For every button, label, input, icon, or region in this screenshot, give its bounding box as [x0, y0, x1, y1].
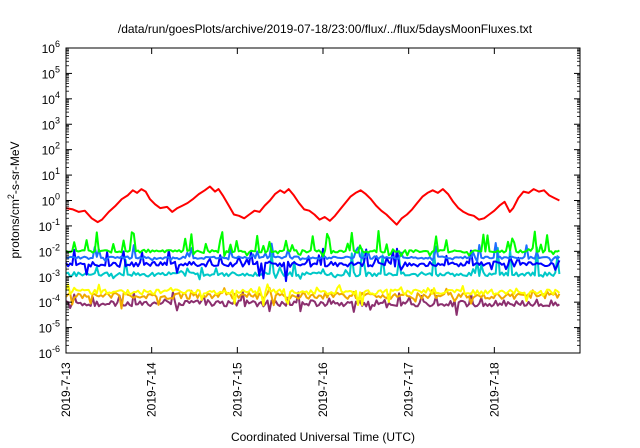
- y-tick-exponent: 4: [55, 90, 60, 100]
- x-axis: 2019-7-13 2019-7-14 2019-7-15 2019-7-16 2019…: [59, 48, 501, 417]
- y-tick-label: 102: [42, 141, 60, 158]
- y-tick-exponent: -3: [52, 268, 60, 278]
- y-axis-label-exponent: 2: [6, 194, 16, 199]
- y-tick-exponent: -4: [52, 293, 60, 303]
- series-line-red: [65, 185, 560, 226]
- x-tick-label: 2019-7-18: [487, 362, 501, 417]
- y-tick-base: 10: [42, 118, 56, 132]
- y-tick-exponent: 2: [55, 141, 60, 151]
- y-tick-base: 10: [42, 169, 56, 183]
- y-tick-base: 10: [39, 322, 53, 336]
- y-tick-base: 10: [42, 195, 56, 209]
- y-tick-label: 103: [42, 115, 60, 132]
- y-tick-label: 104: [42, 90, 60, 107]
- y-tick-label: 106: [42, 39, 60, 56]
- series-line-yellow: [65, 283, 561, 307]
- y-tick-label: 10-1: [39, 217, 60, 234]
- y-tick-base: 10: [39, 271, 53, 285]
- y-tick-exponent: 6: [55, 39, 60, 49]
- y-axis-label: protons/cm2-s-sr-MeV: [6, 141, 22, 258]
- y-axis-label-rest: -s-sr-MeV: [8, 141, 22, 194]
- y-tick-exponent: -6: [52, 344, 60, 354]
- series-line-purple: [65, 291, 560, 316]
- x-tick-label: 2019-7-14: [145, 362, 159, 417]
- y-tick-exponent: -2: [52, 242, 60, 252]
- series-layer: [65, 185, 561, 316]
- series-line-green: [65, 230, 560, 258]
- y-tick-base: 10: [42, 67, 56, 81]
- y-tick-label: 10-5: [39, 319, 60, 336]
- y-tick-label: 10-2: [39, 242, 60, 259]
- y-tick-base: 10: [39, 220, 53, 234]
- x-tick-label: 2019-7-17: [402, 362, 416, 417]
- y-axis-label-unit: protons/cm: [8, 199, 22, 258]
- y-tick-exponent: 5: [55, 64, 60, 74]
- y-axis: 10-610-510-410-310-210-11001011021031041…: [39, 39, 580, 361]
- y-tick-exponent: -1: [52, 217, 60, 227]
- y-tick-label: 10-3: [39, 268, 60, 285]
- y-tick-base: 10: [42, 144, 56, 158]
- x-tick-label: 2019-7-13: [59, 362, 73, 417]
- plot-frame: [65, 47, 581, 354]
- y-tick-base: 10: [42, 93, 56, 107]
- x-axis-label: Coordinated Universal Time (UTC): [231, 430, 415, 444]
- y-tick-exponent: 1: [55, 166, 60, 176]
- x-tick-label: 2019-7-16: [316, 362, 330, 417]
- y-tick-base: 10: [39, 347, 53, 361]
- y-tick-label: 10-4: [39, 293, 60, 310]
- x-tick-label: 2019-7-15: [230, 362, 244, 417]
- y-tick-base: 10: [39, 245, 53, 259]
- y-tick-label: 101: [42, 166, 60, 183]
- y-tick-exponent: -5: [52, 319, 60, 329]
- y-tick-label: 10-6: [39, 344, 60, 361]
- series-line-orange: [65, 286, 561, 310]
- y-tick-label: 100: [42, 192, 60, 209]
- y-tick-base: 10: [39, 296, 53, 310]
- y-tick-label: 105: [42, 64, 60, 81]
- y-tick-exponent: 0: [55, 192, 60, 202]
- y-tick-base: 10: [42, 42, 56, 56]
- y-tick-exponent: 3: [55, 115, 60, 125]
- series-line-dodgerblue: [65, 242, 561, 263]
- chart-title: /data/run/goesPlots/archive/2019-07-18/2…: [118, 22, 533, 36]
